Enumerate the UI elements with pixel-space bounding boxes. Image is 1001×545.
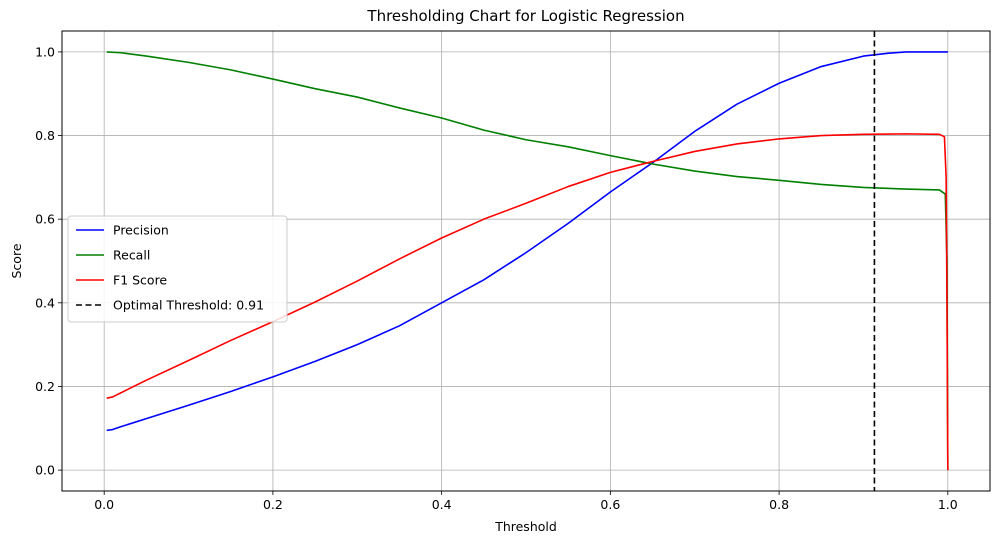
legend-label: Recall [113,248,150,263]
x-tick-label: 0.6 [600,497,620,512]
y-tick-label: 0.2 [35,379,55,394]
y-tick-label: 1.0 [35,44,55,59]
legend-label: Precision [113,223,169,238]
y-tick-label: 0.6 [35,212,55,227]
chart-title: Thresholding Chart for Logistic Regressi… [366,7,684,25]
x-tick-label: 1.0 [938,497,958,512]
y-tick-label: 0.4 [35,295,55,310]
f1-score-line [106,133,949,471]
legend-label: Optimal Threshold: 0.91 [113,298,264,313]
x-tick-label: 0.8 [769,497,789,512]
tick-layer: 0.0 0.2 0.4 0.6 0.8 1.0 0.0 0.2 0.4 0.6 0.8 1.0 [35,44,958,512]
precision-line [106,51,948,432]
y-axis-label: Score [9,243,24,278]
x-tick-label: 0.2 [263,497,283,512]
x-tick-label: 0.4 [432,497,452,512]
x-axis-label: Threshold [494,519,557,534]
y-tick-label: 0.8 [35,128,55,143]
legend-box [67,215,288,323]
y-tick-label: 0.0 [35,463,55,478]
recall-line [106,51,949,471]
series-layer [106,31,949,491]
x-tick-label: 0.0 [94,497,114,512]
plot-frame [61,30,991,492]
legend-label: F1 Score [113,273,167,288]
legend: Precision Recall F1 Score Optimal Threshold… [67,215,288,323]
